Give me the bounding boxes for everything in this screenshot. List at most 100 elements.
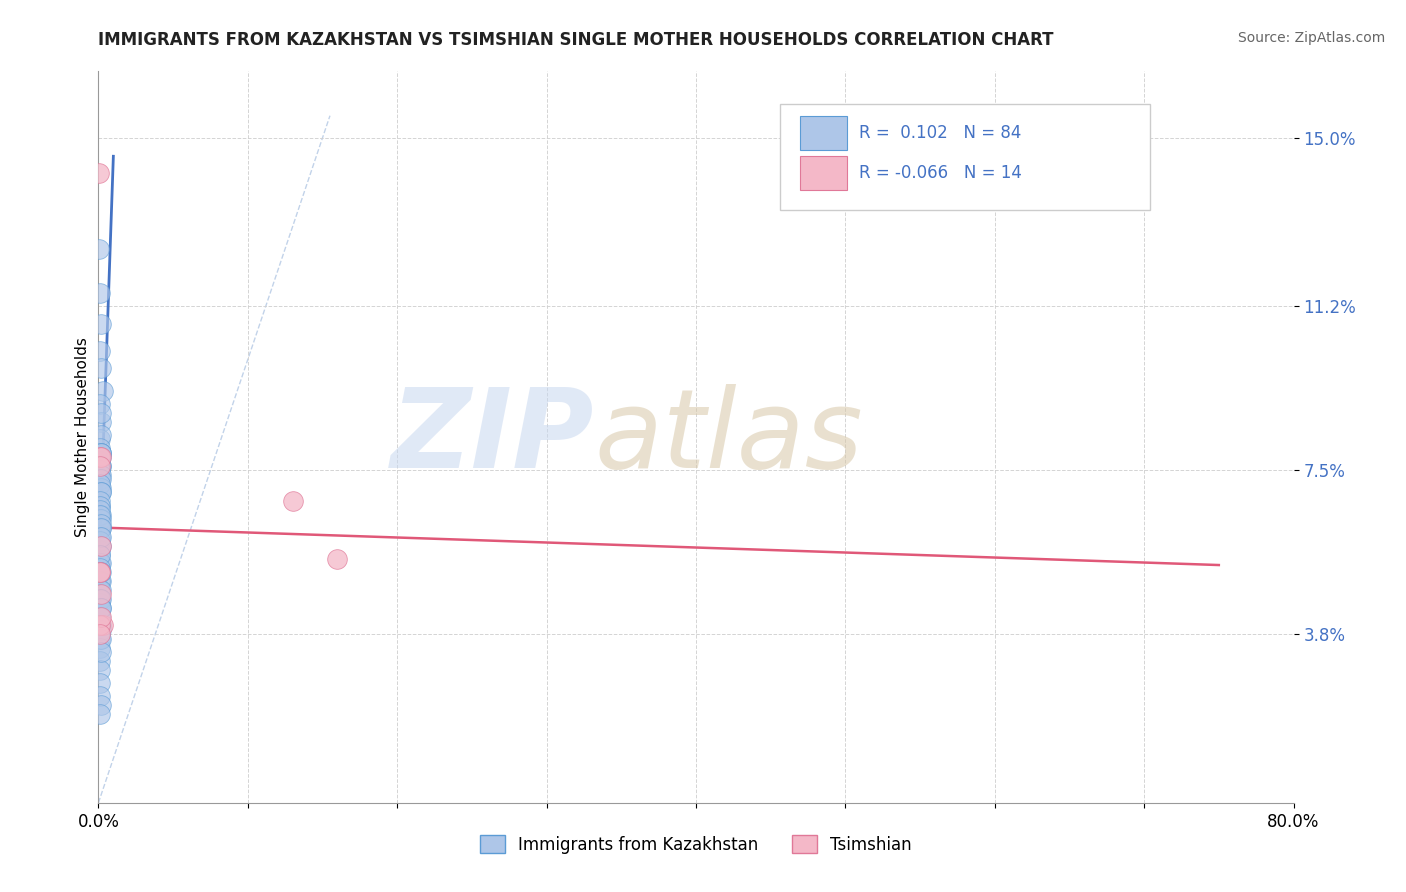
Legend: Immigrants from Kazakhstan, Tsimshian: Immigrants from Kazakhstan, Tsimshian [474,829,918,860]
Point [89,285,111,300]
Point [89,566,111,580]
Point [90,485,112,500]
Point [89,543,111,558]
Point [89,596,111,610]
Point [89,618,111,632]
Point [90,361,112,376]
Y-axis label: Single Mother Households: Single Mother Households [75,337,90,537]
Point [90,582,112,597]
Point [90,587,112,601]
Point [281,494,304,508]
Point [90,618,112,632]
FancyBboxPatch shape [779,104,1150,211]
Point [89,690,111,704]
Point [89,654,111,668]
Point [89,432,111,446]
Point [90,406,112,420]
Point [90,467,112,482]
Point [90,415,112,429]
Point [89,166,111,180]
Point [90,645,112,659]
Point [90,481,112,495]
FancyBboxPatch shape [800,116,846,150]
Point [89,561,111,575]
Point [89,521,111,535]
Point [89,627,111,641]
Point [89,450,111,464]
Point [89,632,111,646]
Point [89,557,111,571]
Point [89,441,111,455]
Point [326,552,349,566]
Point [89,454,111,468]
Point [90,600,112,615]
Point [90,574,112,589]
Point [90,445,112,459]
Point [89,587,111,601]
Point [90,521,112,535]
Point [90,566,112,580]
Point [90,317,112,331]
Point [89,609,111,624]
Point [89,494,111,508]
Point [89,618,111,632]
Point [89,600,111,615]
Point [90,698,112,713]
Point [91,618,114,632]
Point [89,566,111,580]
Point [90,516,112,531]
Point [89,512,111,526]
Point [89,627,111,641]
Point [89,640,111,655]
Point [89,476,111,491]
Point [90,623,112,637]
Point [90,445,112,459]
Text: atlas: atlas [595,384,863,491]
Point [89,458,111,473]
Point [89,548,111,562]
Point [89,499,111,513]
Point [89,707,111,722]
Point [90,539,112,553]
Point [89,548,111,562]
Text: ZIP: ZIP [391,384,595,491]
FancyBboxPatch shape [800,156,846,190]
Text: IMMIGRANTS FROM KAZAKHSTAN VS TSIMSHIAN SINGLE MOTHER HOUSEHOLDS CORRELATION CHA: IMMIGRANTS FROM KAZAKHSTAN VS TSIMSHIAN … [98,31,1054,49]
Point [91,384,114,398]
Point [89,485,111,500]
Point [89,499,111,513]
Point [90,591,112,606]
Point [90,450,112,464]
Text: R = -0.066   N = 14: R = -0.066 N = 14 [859,164,1021,182]
Point [90,458,112,473]
Point [90,508,112,522]
Point [89,663,111,677]
Point [89,454,111,468]
Point [89,508,111,522]
Point [90,512,112,526]
Point [89,618,111,632]
Point [90,539,112,553]
Point [90,485,112,500]
Point [90,450,112,464]
Point [90,609,112,624]
Point [90,472,112,486]
Point [89,566,111,580]
Point [89,530,111,544]
Point [89,467,111,482]
Point [90,600,112,615]
Point [89,582,111,597]
Point [90,557,112,571]
Point [90,632,112,646]
Point [89,566,111,580]
Point [90,428,112,442]
Point [90,521,112,535]
Point [89,445,111,459]
Point [89,472,111,486]
Point [89,609,111,624]
Point [90,458,112,473]
Point [89,503,111,517]
Text: Source: ZipAtlas.com: Source: ZipAtlas.com [1237,31,1385,45]
Point [90,530,112,544]
Point [89,463,111,477]
